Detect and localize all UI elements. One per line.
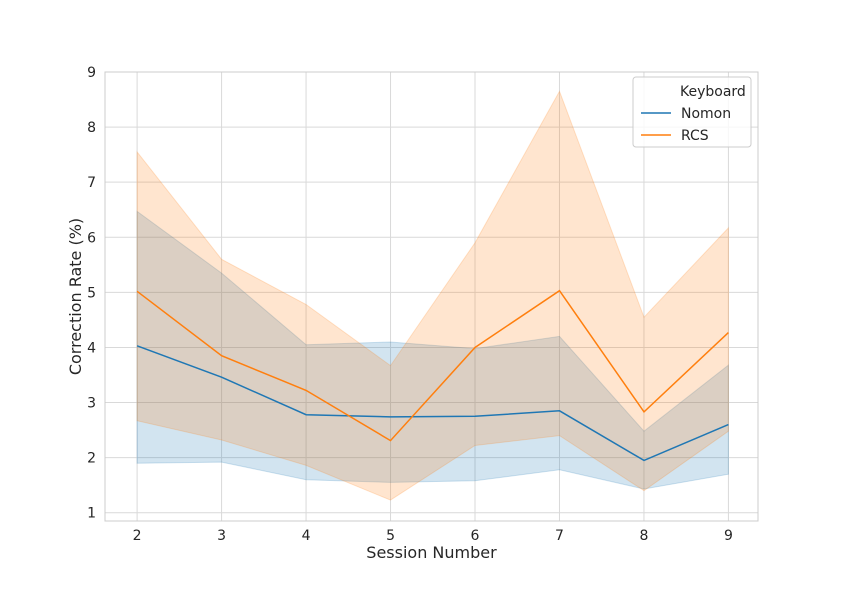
y-tick-label: 8 (87, 120, 96, 136)
confidence-bands (136, 90, 729, 501)
x-tick-label: 4 (302, 528, 311, 544)
series-line-nomon (136, 345, 729, 462)
legend-box (632, 76, 752, 148)
confidence-band-rcs (136, 90, 729, 501)
legend-label-nomon: Nomon (681, 106, 731, 122)
y-axis-label: Correction Rate (%) (66, 218, 85, 375)
y-tick-label: 5 (87, 285, 96, 301)
x-tick-label: 9 (724, 528, 733, 544)
y-tick-label: 2 (87, 451, 96, 467)
y-tick-label: 4 (87, 340, 96, 356)
x-tick-label: 7 (555, 528, 564, 544)
y-tick-label: 3 (87, 396, 96, 412)
legend-label-rcs: RCS (681, 128, 709, 144)
series-lines (136, 289, 729, 462)
x-tick-labels: 2 3 4 5 6 7 8 9 (133, 528, 733, 544)
x-tick-label: 8 (639, 528, 648, 544)
x-tick-label: 6 (471, 528, 480, 544)
y-tick-label: 9 (87, 65, 96, 81)
series-line-rcs (136, 289, 729, 442)
y-tick-label: 6 (87, 230, 96, 246)
confidence-band-nomon (136, 210, 729, 490)
legend-items: Nomon RCS (641, 106, 731, 144)
y-tick-label: 1 (87, 506, 96, 522)
y-tick-label: 7 (87, 175, 96, 191)
legend: Keyboard Nomon RCS (632, 76, 752, 148)
x-axis-label: Session Number (366, 543, 497, 562)
x-tick-label: 2 (133, 528, 142, 544)
y-tick-labels: 1 2 3 4 5 6 7 8 9 (87, 65, 96, 522)
x-tick-label: 3 (217, 528, 226, 544)
legend-title: Keyboard (680, 84, 746, 100)
x-tick-label: 5 (386, 528, 395, 544)
plot-frame (104, 71, 759, 522)
